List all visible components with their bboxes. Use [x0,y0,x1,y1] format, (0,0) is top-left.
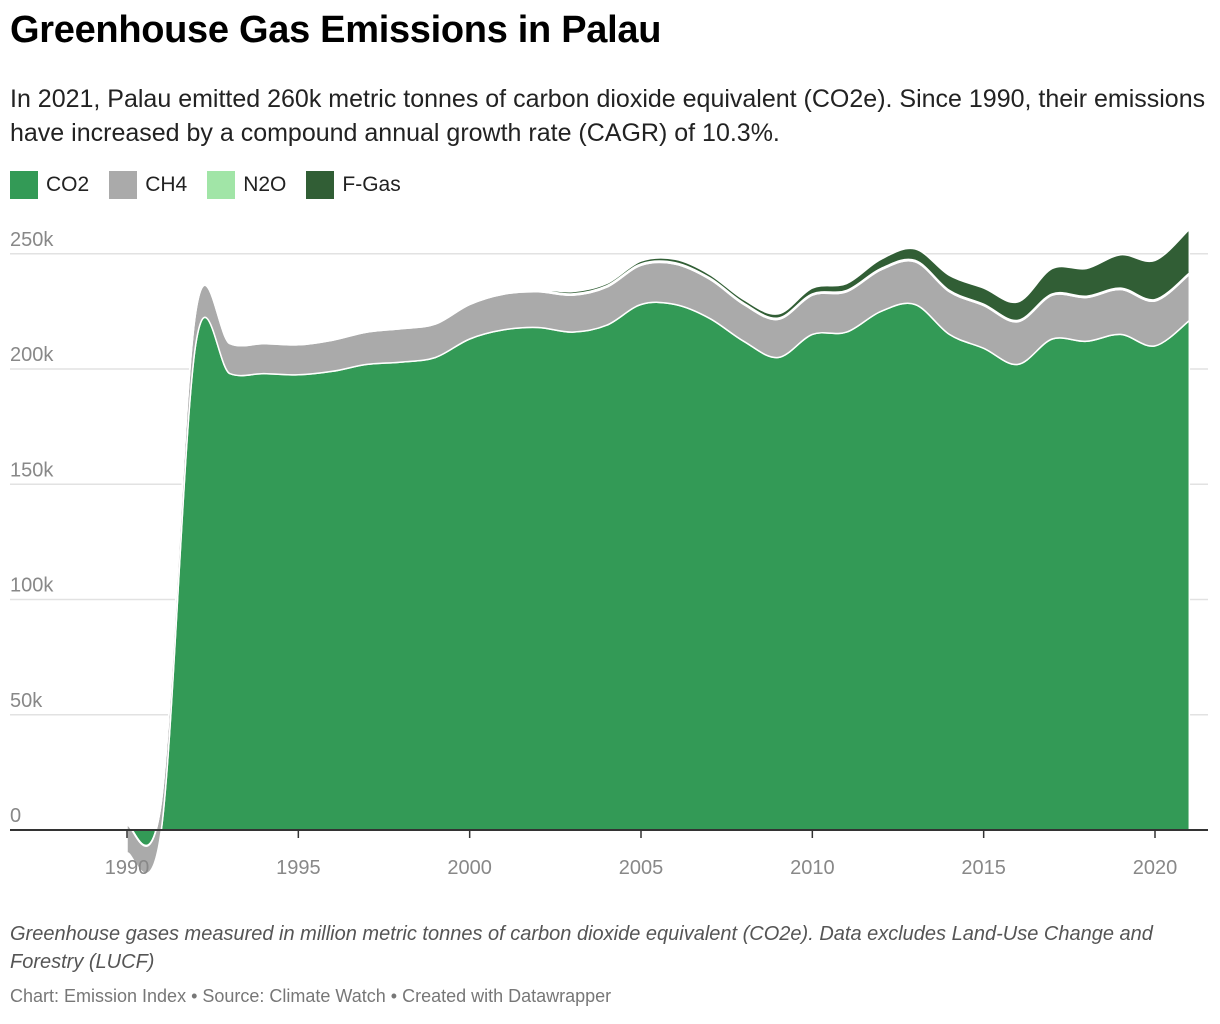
area-co2 [126,301,1191,875]
y-tick-label-200k: 200k [10,344,54,366]
legend-swatch-ch4 [109,171,138,199]
chart-notes: Greenhouse gases measured in million met… [10,923,1153,973]
x-tick-label-2005: 2005 [619,857,664,879]
x-tick-label-2000: 2000 [447,857,492,879]
chart-credit: Chart: Emission Index • Source: Climate … [10,986,612,1006]
x-tick-label-2010: 2010 [790,857,835,879]
legend-label-ch4: CH4 [145,173,188,196]
chart-title: Greenhouse Gas Emissions in Palau [10,9,662,51]
legend-swatch-fgas [306,171,335,199]
legend: CO2 CH4 N2O F-Gas [10,171,401,199]
x-tick-label-1990: 1990 [105,857,150,879]
legend-item-fgas: F-Gas [306,171,401,199]
legend-label-co2: CO2 [46,173,90,196]
y-tick-label-100k: 100k [10,575,54,597]
legend-item-n2o: N2O [207,171,286,199]
y-tick-label-50k: 50k [10,690,43,712]
x-tick-label-1995: 1995 [276,857,321,879]
x-tick-label-2015: 2015 [961,857,1006,879]
legend-swatch-co2 [10,171,38,199]
y-tick-label-0: 0 [10,805,21,827]
legend-label-n2o: N2O [243,173,287,196]
legend-label-fgas: F-Gas [342,173,401,196]
legend-swatch-n2o [207,171,236,199]
x-tick-label-2020: 2020 [1133,857,1178,879]
area-fgas [126,228,1191,847]
legend-item-ch4: CH4 [109,171,187,199]
y-tick-label-250k: 250k [10,229,54,251]
chart-subtitle: In 2021, Palau emitted 260k metric tonne… [10,85,1206,147]
area-chart: 0 50k 100k 150k 200k 250k 1990 1995 2000 2005 2010… [10,228,1208,879]
y-tick-label-150k: 150k [10,459,54,481]
area-layers [126,228,1191,875]
legend-item-co2: CO2 [10,171,89,199]
